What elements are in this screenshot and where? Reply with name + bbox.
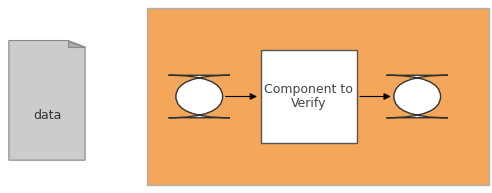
Polygon shape (9, 41, 85, 160)
Polygon shape (68, 41, 85, 47)
FancyBboxPatch shape (169, 75, 230, 118)
FancyBboxPatch shape (387, 75, 448, 118)
FancyBboxPatch shape (147, 8, 489, 185)
FancyBboxPatch shape (261, 50, 357, 143)
Text: data: data (33, 109, 61, 122)
Text: Component to
Verify: Component to Verify (264, 82, 353, 111)
